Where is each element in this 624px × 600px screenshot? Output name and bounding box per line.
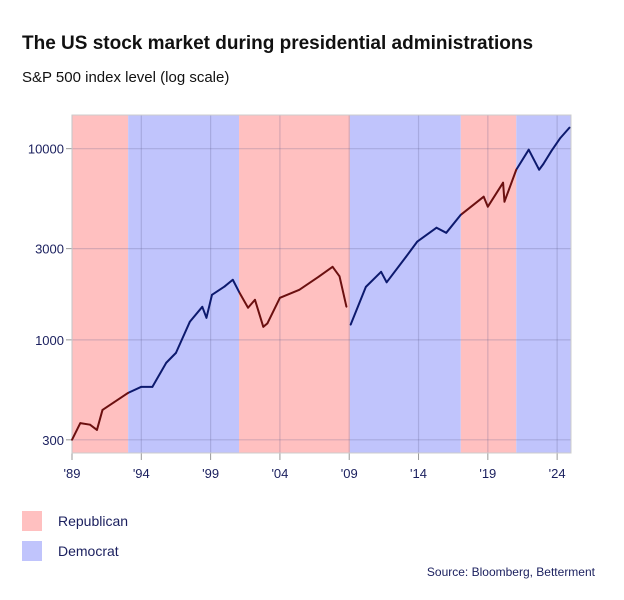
legend-label: Democrat [58,543,119,559]
data-point [349,323,352,326]
data-point [503,200,506,203]
data-point [486,205,489,208]
data-point [71,438,73,441]
data-point [165,361,168,364]
band-democrat [349,115,461,453]
x-tick-label: '14 [410,466,427,481]
x-tick-label: '99 [202,466,219,481]
data-point [568,126,571,129]
data-point [254,298,256,301]
data-point [175,351,177,354]
data-point [338,275,341,278]
data-point [151,385,154,388]
data-point [538,168,541,171]
x-tick-label: '19 [479,466,496,481]
data-point [298,288,301,291]
data-point [262,325,265,328]
data-point [266,322,269,325]
data-point [559,137,561,140]
data-point [101,409,104,411]
x-tick-label: '24 [549,466,566,481]
y-tick-label: 300 [42,433,64,448]
data-point [380,270,383,273]
y-tick-label: 10000 [28,142,64,157]
x-tick-label: '94 [133,466,150,481]
legend-swatch-democrat [22,541,42,561]
data-point [445,231,448,234]
data-point [416,240,419,243]
data-point [205,316,208,319]
data-point [542,163,545,166]
band-republican [72,115,129,453]
data-point [247,306,249,309]
y-tick-label: 3000 [35,242,64,257]
data-point [482,195,485,198]
x-tick-label: '09 [341,466,358,481]
data-point [79,422,82,424]
data-point [317,275,320,278]
legend-swatch-republican [22,511,42,531]
data-point [502,181,504,184]
band-democrat [128,115,240,453]
x-tick-label: '04 [271,466,288,481]
data-point [385,281,388,284]
data-point [201,305,204,308]
data-point [515,168,518,171]
data-point [435,226,438,229]
data-point [405,255,407,258]
y-tick-label: 1000 [35,333,64,348]
data-point [127,391,130,394]
data-point [188,320,191,323]
data-point [364,285,367,288]
data-point [527,148,530,151]
chart-title: The US stock market during presidential … [22,33,534,54]
data-point [89,423,91,426]
band-democrat [516,115,571,453]
data-point [211,293,213,296]
data-point [345,305,348,308]
legend-label: Republican [58,513,129,529]
data-point [231,278,234,281]
legend-item-democrat: Democrat [22,541,119,561]
x-tick-label: '89 [64,466,81,481]
data-point [223,285,226,288]
series-line-republican [460,169,518,216]
data-point [112,401,115,404]
data-point [96,429,98,431]
data-point [550,149,553,152]
data-point [279,296,281,299]
series-line-democrat [127,278,240,394]
band-republican [460,115,517,453]
source-note: Source: Bloomberg, Betterment [426,565,595,579]
band-republican [239,115,350,453]
plot-frame [71,114,572,454]
data-point [331,265,334,268]
chart-subtitle: S&P 500 index level (log scale) [22,69,230,86]
data-point [238,290,240,293]
data-point [459,213,462,216]
data-point [140,385,143,388]
legend-item-republican: Republican [22,511,128,531]
